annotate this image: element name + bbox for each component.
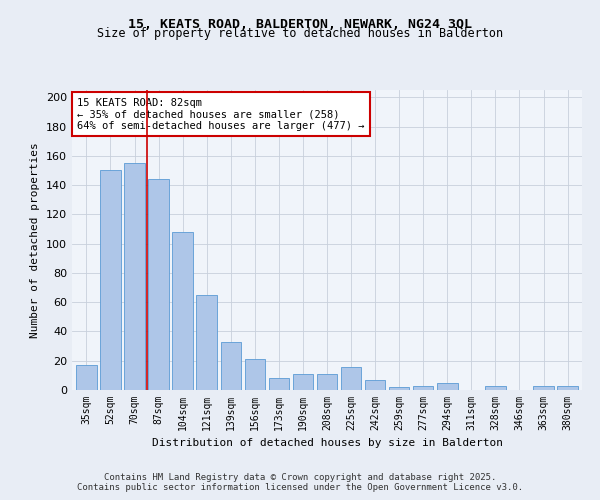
Bar [269,378,289,390]
Bar [437,382,458,390]
Bar [196,295,217,390]
Bar [389,387,409,390]
Bar [485,386,506,390]
Text: Contains HM Land Registry data © Crown copyright and database right 2025.
Contai: Contains HM Land Registry data © Crown c… [77,473,523,492]
Bar [124,163,145,390]
Bar [293,374,313,390]
Bar [245,360,265,390]
Bar [172,232,193,390]
Bar [533,386,554,390]
Bar [221,342,241,390]
Bar [557,386,578,390]
X-axis label: Distribution of detached houses by size in Balderton: Distribution of detached houses by size … [151,438,503,448]
Bar [317,374,337,390]
Text: 15, KEATS ROAD, BALDERTON, NEWARK, NG24 3QL: 15, KEATS ROAD, BALDERTON, NEWARK, NG24 … [128,18,472,30]
Bar [341,366,361,390]
Text: Size of property relative to detached houses in Balderton: Size of property relative to detached ho… [97,28,503,40]
Text: 15 KEATS ROAD: 82sqm
← 35% of detached houses are smaller (258)
64% of semi-deta: 15 KEATS ROAD: 82sqm ← 35% of detached h… [77,98,365,130]
Bar [100,170,121,390]
Y-axis label: Number of detached properties: Number of detached properties [31,142,40,338]
Bar [365,380,385,390]
Bar [76,365,97,390]
Bar [148,180,169,390]
Bar [413,386,433,390]
